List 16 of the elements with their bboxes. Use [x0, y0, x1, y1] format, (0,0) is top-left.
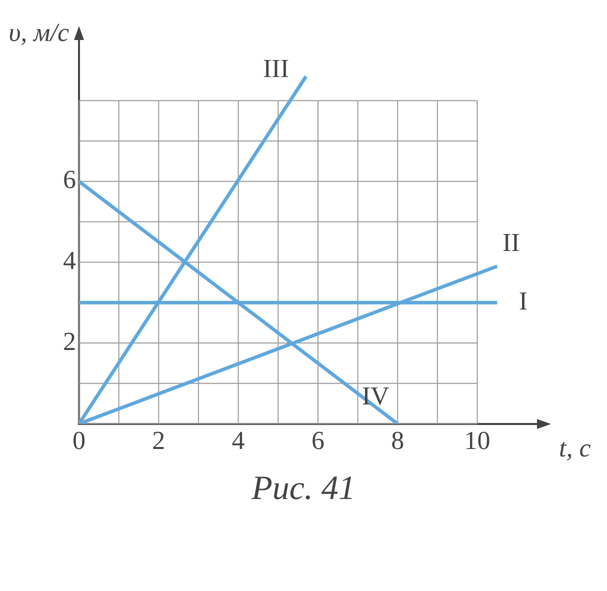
- y-tick-label: 2: [63, 326, 76, 356]
- x-tick-label: 2: [152, 426, 166, 456]
- text: Рис. 41: [250, 470, 356, 508]
- y-tick-label: 4: [63, 246, 76, 276]
- y-axis-title: υ, м/с: [8, 18, 70, 47]
- x-tick-label: 6: [311, 426, 324, 456]
- series-label: II: [502, 228, 520, 258]
- x-tick-label: 0: [72, 426, 86, 456]
- series-label: I: [518, 286, 528, 316]
- x-tick-label: 8: [391, 426, 404, 456]
- series-label: IV: [362, 382, 390, 411]
- x-tick-label: 10: [464, 426, 490, 456]
- x-tick-label: 4: [232, 426, 245, 456]
- x-axis-title: t, с: [559, 434, 592, 463]
- y-tick-label: 6: [63, 165, 76, 194]
- series-label: III: [263, 54, 289, 84]
